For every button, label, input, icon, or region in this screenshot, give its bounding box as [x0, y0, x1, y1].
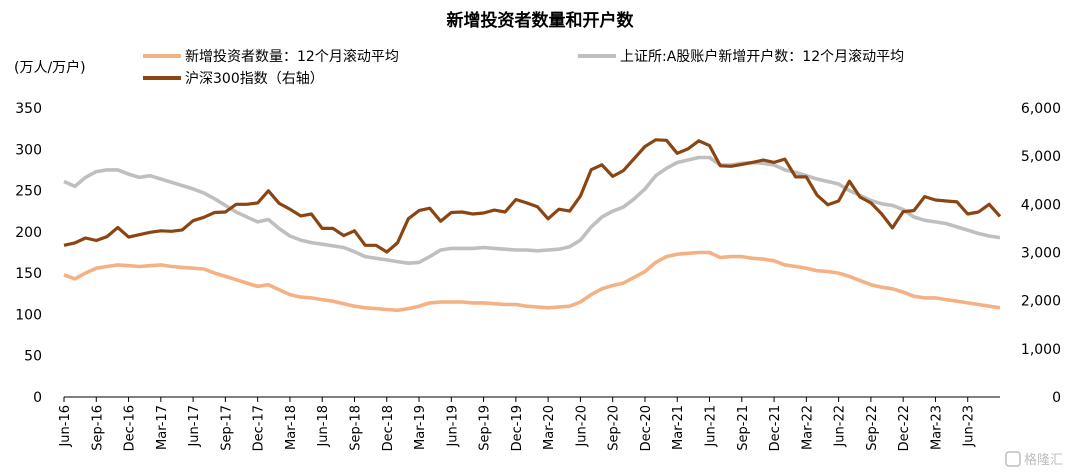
- legend-label-new-investors: 新增投资者数量：12个月滚动平均: [185, 48, 399, 65]
- x-tick-label: Mar-20: [542, 405, 557, 450]
- y-right-tick-label: 6,000: [1021, 101, 1061, 117]
- x-tick-label: Jun-23: [962, 405, 977, 448]
- legend-label-sse-accounts: 上证所:A股账户新增开户数：12个月滚动平均: [620, 48, 904, 65]
- x-tick-label: Sep-19: [478, 405, 493, 451]
- x-tick-label: Mar-23: [929, 405, 944, 450]
- x-tick-label: Mar-19: [413, 405, 428, 450]
- y-right-tick-label: 0: [1052, 390, 1061, 406]
- x-tick-label: Dec-20: [639, 405, 654, 451]
- x-tick-label: Dec-18: [381, 405, 396, 451]
- x-tick-label: Dec-21: [768, 405, 783, 451]
- x-tick-label: Sep-20: [607, 405, 622, 451]
- x-tick-label: Dec-16: [123, 405, 138, 451]
- y-left-tick-label: 200: [15, 225, 42, 241]
- x-tick-label: Sep-22: [865, 405, 880, 451]
- x-tick-label: Jun-22: [833, 405, 848, 448]
- chart-title: 新增投资者数量和开户数: [447, 10, 635, 31]
- x-tick-label: Jun-21: [704, 405, 719, 448]
- y-right-tick-label: 2,000: [1021, 294, 1061, 310]
- x-tick-label: Dec-19: [510, 405, 525, 451]
- y-right-tick-label: 1,000: [1021, 342, 1061, 358]
- y-left-tick-label: 300: [15, 142, 42, 158]
- csi300-index-line: [63, 138, 1002, 254]
- legend-label-csi300: 沪深300指数（右轴）: [185, 71, 324, 87]
- x-tick-label: Sep-17: [219, 405, 234, 451]
- x-tick-label: Dec-17: [252, 405, 267, 451]
- x-tick-label: Jun-17: [187, 405, 202, 448]
- x-tick-label: Jun-16: [58, 405, 73, 448]
- x-tick-label: Mar-21: [671, 405, 686, 450]
- y-left-tick-label: 0: [33, 390, 42, 406]
- legend: 新增投资者数量：12个月滚动平均 上证所:A股账户新增开户数：12个月滚动平均 …: [143, 48, 904, 87]
- y-right-tick-label: 3,000: [1021, 246, 1061, 262]
- y-right-tick-label: 5,000: [1021, 149, 1061, 165]
- x-tick-label: Sep-16: [90, 405, 105, 451]
- watermark: 格隆汇: [1005, 451, 1063, 468]
- x-tick-label: Sep-21: [736, 405, 751, 451]
- watermark-logo-icon: [1005, 451, 1021, 467]
- sse-new-accounts-line: [63, 155, 1001, 266]
- x-tick-label: Dec-22: [897, 405, 912, 451]
- y-left-tick-label: 50: [24, 349, 42, 365]
- y-left-tick-label: 100: [15, 307, 42, 323]
- watermark-text: 格隆汇: [1024, 452, 1063, 468]
- x-tick-label: Mar-22: [800, 405, 815, 450]
- left-axis-unit: (万人/万户): [14, 59, 86, 76]
- y-left-tick-label: 250: [15, 184, 42, 200]
- series-layer: [63, 138, 1002, 313]
- y-left-tick-label: 350: [15, 101, 42, 117]
- x-tick-label: Mar-18: [284, 405, 299, 450]
- axes: 0 50 100 150 200 250 300 350 0 1,000 2,000 3,000 4,0…: [15, 101, 1061, 451]
- x-tick-label: Mar-17: [155, 405, 170, 450]
- new-investors-line: [63, 250, 1001, 313]
- x-tick-label: Jun-19: [445, 405, 460, 448]
- x-tick-label: Jun-18: [316, 405, 331, 448]
- x-tick-label: Jun-20: [574, 405, 589, 448]
- y-right-tick-label: 4,000: [1021, 197, 1061, 213]
- x-tick-label: Sep-18: [348, 405, 363, 451]
- y-left-tick-label: 150: [15, 266, 42, 282]
